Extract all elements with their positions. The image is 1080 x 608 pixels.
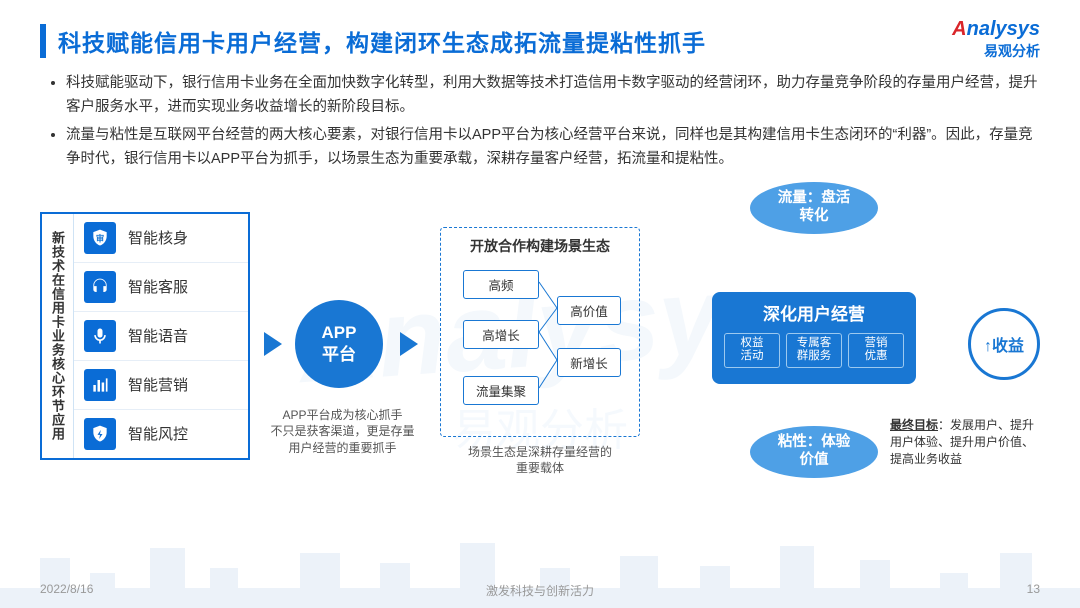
- title-bar: 科技赋能信用卡用户经营，构建闭环生态成拓流量提粘性抓手: [40, 24, 1040, 58]
- tech-item-label: 智能语音: [128, 325, 188, 346]
- scene-note: 场景生态是深耕存量经营的 重要载体: [440, 444, 640, 478]
- bullet-item: 科技赋能驱动下，银行信用卡业务在全面加快数字化转型，利用大数据等技术打造信用卡数…: [66, 72, 1040, 120]
- tech-item-label: 智能营销: [128, 374, 188, 395]
- brand-logo: Analysys 易观分析: [952, 18, 1040, 61]
- deepen-row: 权益 活动 专属客 群服务 营销 优惠: [722, 333, 906, 369]
- bullet-list: 科技赋能驱动下，银行信用卡业务在全面加快数字化转型，利用大数据等技术打造信用卡数…: [40, 72, 1040, 172]
- arrow-icon: [264, 332, 282, 356]
- pill-high-freq: 高频: [463, 270, 539, 299]
- logo-rest: nalysys: [967, 18, 1040, 40]
- tech-applications-box: 新技术在信用卡业务核心环节应用 审 智能核身 智能客服 智能语音 智能营销: [40, 212, 250, 460]
- sticky-oval: 粘性：体验 价值: [750, 426, 878, 478]
- app-label: APP 平台: [322, 322, 357, 365]
- deepen-cell: 权益 活动: [724, 333, 780, 369]
- scene-title: 开放合作构建场景生态: [451, 236, 629, 256]
- tech-item-risk: 智能风控: [74, 410, 248, 458]
- tech-item-label: 智能客服: [128, 276, 188, 297]
- traffic-oval: 流量：盘活 转化: [750, 182, 878, 234]
- logo-subtitle: 易观分析: [952, 41, 1040, 61]
- tech-item-voice: 智能语音: [74, 312, 248, 361]
- deepen-title: 深化用户经营: [722, 300, 906, 325]
- bullet-item: 流量与粘性是互联网平台经营的两大核心要素，对银行信用卡以APP平台为核心经营平台…: [66, 124, 1040, 172]
- svg-text:审: 审: [96, 233, 104, 243]
- slide: Analysys 易观分析 科技赋能信用卡用户经营，构建闭环生态成拓流量提粘性抓…: [0, 0, 1080, 608]
- mic-icon: [84, 320, 116, 352]
- logo-letter-a: A: [952, 18, 966, 40]
- deepen-box: 深化用户经营 权益 活动 专属客 群服务 营销 优惠: [712, 292, 916, 384]
- scene-body: 高频 高增长 流量集聚 高价值 新增长: [451, 264, 629, 419]
- page-title: 科技赋能信用卡用户经营，构建闭环生态成拓流量提粘性抓手: [58, 24, 1040, 58]
- footer-page: 13: [1027, 582, 1040, 596]
- scene-ecosystem-box: 开放合作构建场景生态 高频 高增长 流量集聚 高价值 新增长: [440, 227, 640, 437]
- deepen-cell: 营销 优惠: [848, 333, 904, 369]
- traffic-label: 流量：盘活 转化: [778, 190, 851, 225]
- footer-caption: 激发科技与创新活力: [486, 582, 594, 599]
- tech-item-service: 智能客服: [74, 263, 248, 312]
- logo-wordmark: Analysys: [952, 18, 1040, 41]
- arrow-icon: [400, 332, 418, 356]
- final-goal: 最终目标：发展用户、提升用户体验、提升用户价值、提高业务收益: [890, 417, 1040, 469]
- footer-date: 2022/8/16: [40, 582, 93, 596]
- app-note: APP平台成为核心抓手 不只是获客渠道，更是存量 用户经营的重要抓手: [260, 407, 425, 457]
- headset-icon: [84, 271, 116, 303]
- tech-item-label: 智能核身: [128, 227, 188, 248]
- deepen-cell: 专属客 群服务: [786, 333, 842, 369]
- tech-item-verify: 审 智能核身: [74, 214, 248, 263]
- tech-item-label: 智能风控: [128, 423, 188, 444]
- pill-new-growth: 新增长: [557, 348, 621, 377]
- pill-high-value: 高价值: [557, 296, 621, 325]
- revenue-label: ↑收益: [984, 332, 1024, 356]
- pill-traffic: 流量集聚: [463, 376, 539, 405]
- shield-check-icon: 审: [84, 222, 116, 254]
- app-platform-node: APP 平台: [295, 300, 383, 388]
- slide-footer: 2022/8/16 激发科技与创新活力 13: [40, 582, 1040, 596]
- goal-label: 最终目标: [890, 418, 938, 432]
- tech-items: 审 智能核身 智能客服 智能语音 智能营销 智能风控: [74, 214, 248, 458]
- sticky-label: 粘性：体验 价值: [778, 434, 851, 469]
- shield-bolt-icon: [84, 418, 116, 450]
- revenue-node: ↑收益: [968, 308, 1040, 380]
- tech-box-label: 新技术在信用卡业务核心环节应用: [42, 214, 74, 458]
- pill-high-growth: 高增长: [463, 320, 539, 349]
- chart-icon: [84, 369, 116, 401]
- flow-diagram: 新技术在信用卡业务核心环节应用 审 智能核身 智能客服 智能语音 智能营销: [40, 182, 1040, 492]
- tech-item-marketing: 智能营销: [74, 361, 248, 410]
